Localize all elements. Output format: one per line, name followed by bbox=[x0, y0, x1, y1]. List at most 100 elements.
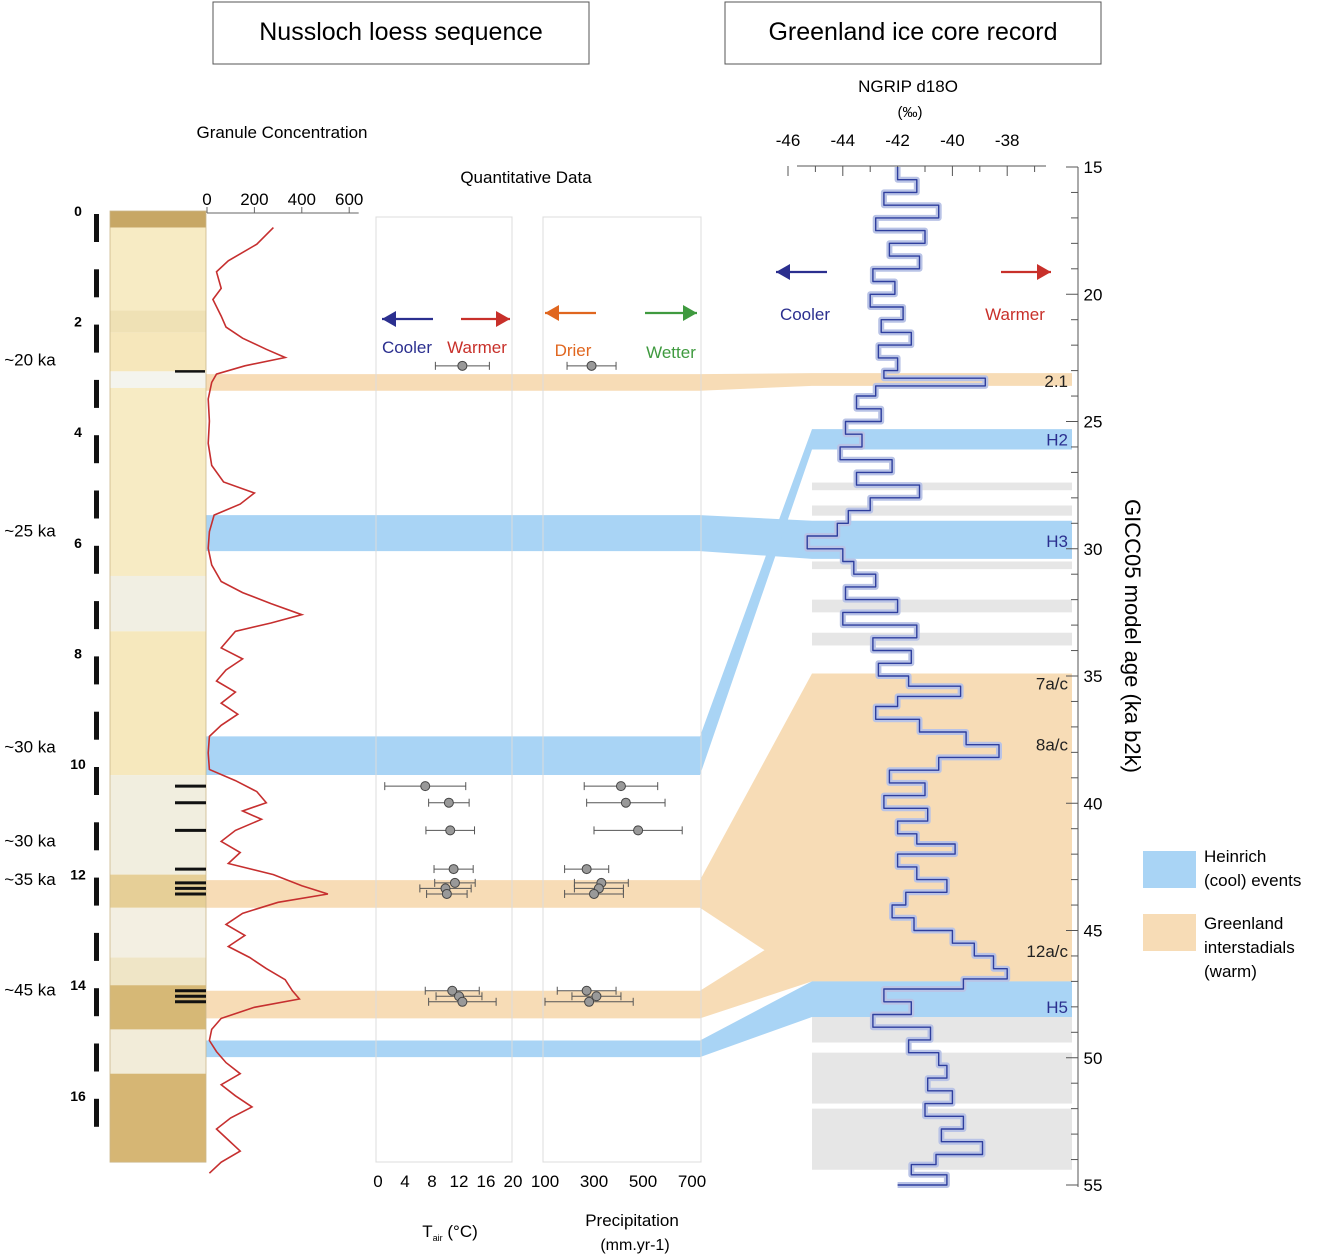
age-tick-label: 55 bbox=[1084, 1176, 1103, 1195]
depth-tick-label: 12 bbox=[70, 867, 86, 883]
age-tick-label: 45 bbox=[1084, 922, 1103, 941]
loess-depth-axis: 0 2 4 6 8 10 12 14 16 ~20 ka ~25 ka ~30 ka ~30 ka ~35… bbox=[4, 203, 99, 1127]
loess-layer bbox=[110, 575, 206, 632]
band-gi-12 bbox=[204, 920, 1072, 1019]
depth-tick-label: 2 bbox=[74, 314, 82, 330]
title-box-right bbox=[724, 1, 1102, 65]
temperature-tick-label: 12 bbox=[450, 1172, 469, 1191]
temp-axis-title: Tair (°C) bbox=[422, 1222, 478, 1243]
precipitation-point bbox=[586, 360, 597, 371]
age-label: ~30 ka bbox=[4, 737, 56, 756]
ngrip-tick-label: -42 bbox=[885, 131, 910, 150]
loess-layer bbox=[110, 1073, 206, 1163]
precipitation-point bbox=[591, 991, 602, 1002]
loess-layer bbox=[110, 310, 206, 333]
age-label: ~20 ka bbox=[4, 350, 56, 369]
depth-scale-segment bbox=[94, 545, 99, 574]
ngrip-axis-title: NGRIP d18O bbox=[858, 77, 958, 96]
loess-layer bbox=[110, 985, 206, 1030]
age-label: ~35 ka bbox=[4, 870, 56, 889]
ngrip-d18o-line bbox=[806, 167, 1008, 1186]
precip-axis-unit: (mm.yr-1) bbox=[600, 1237, 669, 1254]
precipitation-point bbox=[633, 825, 644, 836]
precipitation-tick-label: 100 bbox=[531, 1172, 559, 1191]
age-label: ~30 ka bbox=[4, 831, 56, 850]
drier-label: Drier bbox=[555, 341, 592, 360]
band-gi-7-12 bbox=[204, 673, 1072, 982]
depth-scale-segment bbox=[94, 656, 99, 685]
stratigraphic-column bbox=[109, 210, 207, 1163]
temperature-tick-label: 16 bbox=[477, 1172, 496, 1191]
temperature-point bbox=[448, 864, 459, 875]
temperature-point bbox=[420, 781, 431, 792]
correlation-bands bbox=[204, 373, 1072, 1170]
granule-axis-title-1: Granule Concentration bbox=[196, 123, 367, 142]
precipitation-tick-label: 500 bbox=[629, 1172, 657, 1191]
loess-layer bbox=[110, 631, 206, 776]
depth-scale-segment bbox=[94, 324, 99, 353]
event-label: H3 bbox=[1046, 532, 1068, 551]
precipitation-point bbox=[581, 985, 592, 996]
depth-scale-segment bbox=[94, 932, 99, 961]
granule-tick-label: 0 bbox=[202, 190, 211, 209]
greenland-stadial-band bbox=[812, 505, 1072, 516]
depth-tick-label: 4 bbox=[74, 424, 82, 440]
temperature-point bbox=[457, 996, 468, 1007]
granule-concentration-plot: 0 200 400 600 bbox=[202, 190, 363, 1174]
precipitation-point bbox=[620, 797, 631, 808]
temperature-point bbox=[443, 797, 454, 808]
ngrip-tick-label: -44 bbox=[831, 131, 856, 150]
greenland-stadial-band bbox=[812, 482, 1072, 491]
age-tick-label: 20 bbox=[1084, 285, 1103, 304]
band-gi-2-1 bbox=[204, 373, 1072, 391]
legend-interstadial-text: interstadials bbox=[1204, 938, 1295, 957]
cooler-label: Cooler bbox=[382, 338, 432, 357]
band-h2 bbox=[204, 429, 1072, 776]
depth-scale-segment bbox=[94, 877, 99, 906]
title-right: Greenland ice core record bbox=[768, 18, 1057, 46]
legend-heinrich-text: (cool) events bbox=[1204, 871, 1301, 890]
event-label: 8a/c bbox=[1036, 736, 1069, 755]
loess-layer bbox=[110, 907, 206, 958]
age-label: ~45 ka bbox=[4, 981, 56, 1000]
granule-concentration-line bbox=[207, 227, 329, 1174]
depth-tick-label: 10 bbox=[70, 756, 86, 772]
granule-tick-label: 200 bbox=[240, 190, 268, 209]
ngrip-cooler-arrow-head bbox=[776, 264, 790, 280]
precipitation-panel-frame bbox=[542, 216, 702, 1163]
loess-layer bbox=[110, 332, 206, 372]
ngrip-plot: -46 -44 -42 -40 -38 15 20 25 30 35 40 45 50 55 Cooler W… bbox=[776, 131, 1103, 1195]
depth-scale-segment bbox=[94, 490, 99, 519]
warmer-label: Warmer bbox=[447, 338, 507, 357]
granule-tick-label: 600 bbox=[335, 190, 363, 209]
ngrip-warmer-arrow-head bbox=[1037, 264, 1051, 280]
legend-heinrich-swatch bbox=[1143, 851, 1196, 888]
age-tick-label: 35 bbox=[1084, 667, 1103, 686]
depth-tick-label: 8 bbox=[74, 645, 82, 661]
wetter-label: Wetter bbox=[646, 343, 696, 362]
temperature-point bbox=[457, 360, 468, 371]
loess-layer bbox=[110, 227, 206, 311]
depth-scale-segment bbox=[94, 379, 99, 408]
legend-interstadial-swatch bbox=[1143, 914, 1196, 951]
precipitation-tick-label: 300 bbox=[580, 1172, 608, 1191]
precipitation-point bbox=[615, 781, 626, 792]
temperature-tick-label: 4 bbox=[400, 1172, 409, 1191]
greenland-stadial-band bbox=[812, 599, 1072, 613]
loess-column-outline bbox=[109, 210, 207, 1163]
legend-interstadial-text: (warm) bbox=[1204, 962, 1257, 981]
temperature-tick-label: 8 bbox=[427, 1172, 436, 1191]
age-label: ~25 ka bbox=[4, 522, 56, 541]
depth-scale-segment bbox=[94, 767, 99, 795]
precipitation-point bbox=[581, 864, 592, 875]
event-label: H5 bbox=[1046, 998, 1068, 1017]
temperature-point bbox=[447, 985, 458, 996]
ngrip-tick-label: -46 bbox=[776, 131, 801, 150]
drier-arrow-head bbox=[545, 305, 559, 321]
loess-layer bbox=[110, 371, 206, 388]
temperature-panel-frame bbox=[375, 216, 513, 1163]
greenland-stadial-band bbox=[812, 561, 1072, 570]
warmer-arrow-head bbox=[496, 311, 510, 327]
temperature-point bbox=[445, 825, 456, 836]
band-h3 bbox=[204, 515, 1072, 559]
